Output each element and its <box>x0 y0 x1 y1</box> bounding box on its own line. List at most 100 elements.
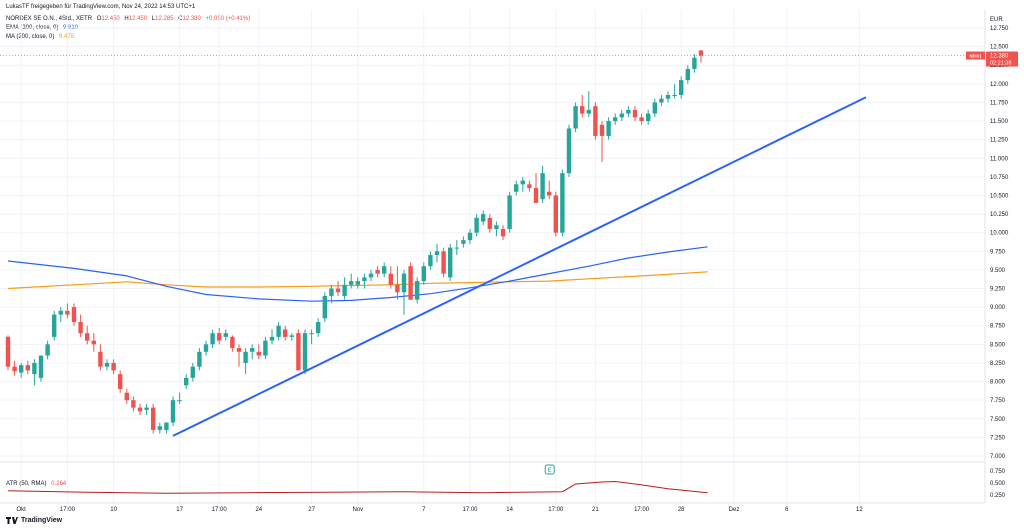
ma-label: MA (200, close, 0) <box>6 34 55 40</box>
candle <box>586 91 591 118</box>
candle-body <box>580 106 585 114</box>
candle <box>401 269 407 315</box>
candle <box>210 329 215 349</box>
candle-body <box>104 362 110 367</box>
price-tag-value: 12.380 <box>990 54 1009 60</box>
candle <box>553 191 558 237</box>
candle <box>454 240 459 256</box>
candle-body <box>98 351 103 367</box>
price-tick-label: 10.000 <box>990 231 1009 237</box>
candle-body <box>533 188 539 203</box>
candle <box>362 273 367 289</box>
candle-body <box>250 348 255 352</box>
symbol-name[interactable]: NORDEX SE O.N., 4Std., XETR <box>6 16 93 22</box>
candle <box>659 94 664 107</box>
candle-body <box>685 68 690 81</box>
candle <box>540 165 545 203</box>
candle-body <box>375 269 380 274</box>
atr-tick-label: 0.750 <box>990 469 1006 475</box>
ohlc-close: C12.380 <box>178 16 201 22</box>
price-tick-label: 9.000 <box>990 305 1006 311</box>
candle <box>58 307 63 323</box>
published-text: LukasTF freigegeben für TradingView.com,… <box>6 4 196 10</box>
earnings-badge-label: E <box>548 468 552 474</box>
candle <box>190 362 195 382</box>
trendline <box>172 96 867 437</box>
time-tick-label: 28 <box>678 507 685 513</box>
candle-body <box>434 251 440 256</box>
candle-body <box>368 273 374 278</box>
candle-body <box>335 288 341 293</box>
atr-tick-label: 0.250 <box>990 493 1006 499</box>
candle-body <box>461 240 466 244</box>
candle <box>566 124 572 177</box>
price-tick-label: 8.750 <box>990 324 1006 330</box>
trendline-segment <box>172 96 867 437</box>
currency-label: EUR <box>990 17 1003 23</box>
candle <box>263 336 268 360</box>
tradingview-logo[interactable]: TradingView <box>6 517 62 524</box>
candle <box>679 76 684 99</box>
candle-body <box>448 247 453 278</box>
candle <box>52 310 57 341</box>
candle <box>243 348 248 375</box>
candle <box>593 102 598 140</box>
candle-body <box>78 322 83 334</box>
time-tick-label: Nov <box>352 507 363 513</box>
candle <box>184 374 189 390</box>
candle-body <box>619 113 624 118</box>
candle <box>137 403 143 416</box>
candle <box>500 225 506 241</box>
candle <box>520 176 525 192</box>
ohlc-change: +0.050 (+0.41%) <box>205 16 251 22</box>
candle <box>98 344 103 371</box>
price-tick-label: 11.500 <box>990 119 1009 125</box>
price-tick-label: 7.750 <box>990 398 1006 404</box>
time-tick-label: 17:00 <box>548 507 564 513</box>
candle-body <box>593 106 598 136</box>
time-tick-label: 27 <box>308 507 315 513</box>
time-tick-label: 12 <box>856 507 863 513</box>
time-tick-label: Okt <box>17 507 27 513</box>
candle-body <box>85 333 90 341</box>
candle <box>560 169 565 237</box>
candle-body <box>540 173 545 200</box>
candle <box>177 392 182 404</box>
candle-body <box>170 400 176 423</box>
candle <box>619 109 624 122</box>
price-tick-label: 8.500 <box>990 342 1006 348</box>
candle-body <box>137 407 143 412</box>
candle-body <box>184 377 189 386</box>
candle-body <box>626 109 631 114</box>
candle-body <box>639 117 644 122</box>
candle <box>236 344 242 367</box>
candle <box>606 117 611 140</box>
candle <box>85 325 90 345</box>
candle-body <box>415 281 420 300</box>
candle <box>639 113 644 125</box>
candle <box>685 65 690 84</box>
candle <box>32 359 37 386</box>
price-tick-label: 11.000 <box>990 156 1009 162</box>
candle <box>349 273 354 289</box>
candle <box>316 318 321 337</box>
candle-body <box>210 333 215 345</box>
candle <box>223 329 228 341</box>
symbol-tag-bg <box>966 51 985 60</box>
price-tick-label: 12.750 <box>990 26 1009 32</box>
candle <box>144 403 149 416</box>
atr-legend[interactable]: ATR (50, RMA) 0.264 <box>6 480 69 488</box>
candle-body <box>547 191 552 196</box>
candle <box>342 277 347 300</box>
candle-body <box>157 426 162 430</box>
price-tick-label: 12.000 <box>990 82 1009 88</box>
candle <box>45 340 50 360</box>
time-tick-label: 24 <box>255 507 262 513</box>
candle-body <box>283 329 288 337</box>
candle-body <box>223 333 228 337</box>
candle <box>19 362 24 378</box>
ma-legend[interactable]: MA (200, close, 0) 9.475 <box>6 33 77 41</box>
candle <box>217 327 222 345</box>
candle-body <box>652 102 657 114</box>
